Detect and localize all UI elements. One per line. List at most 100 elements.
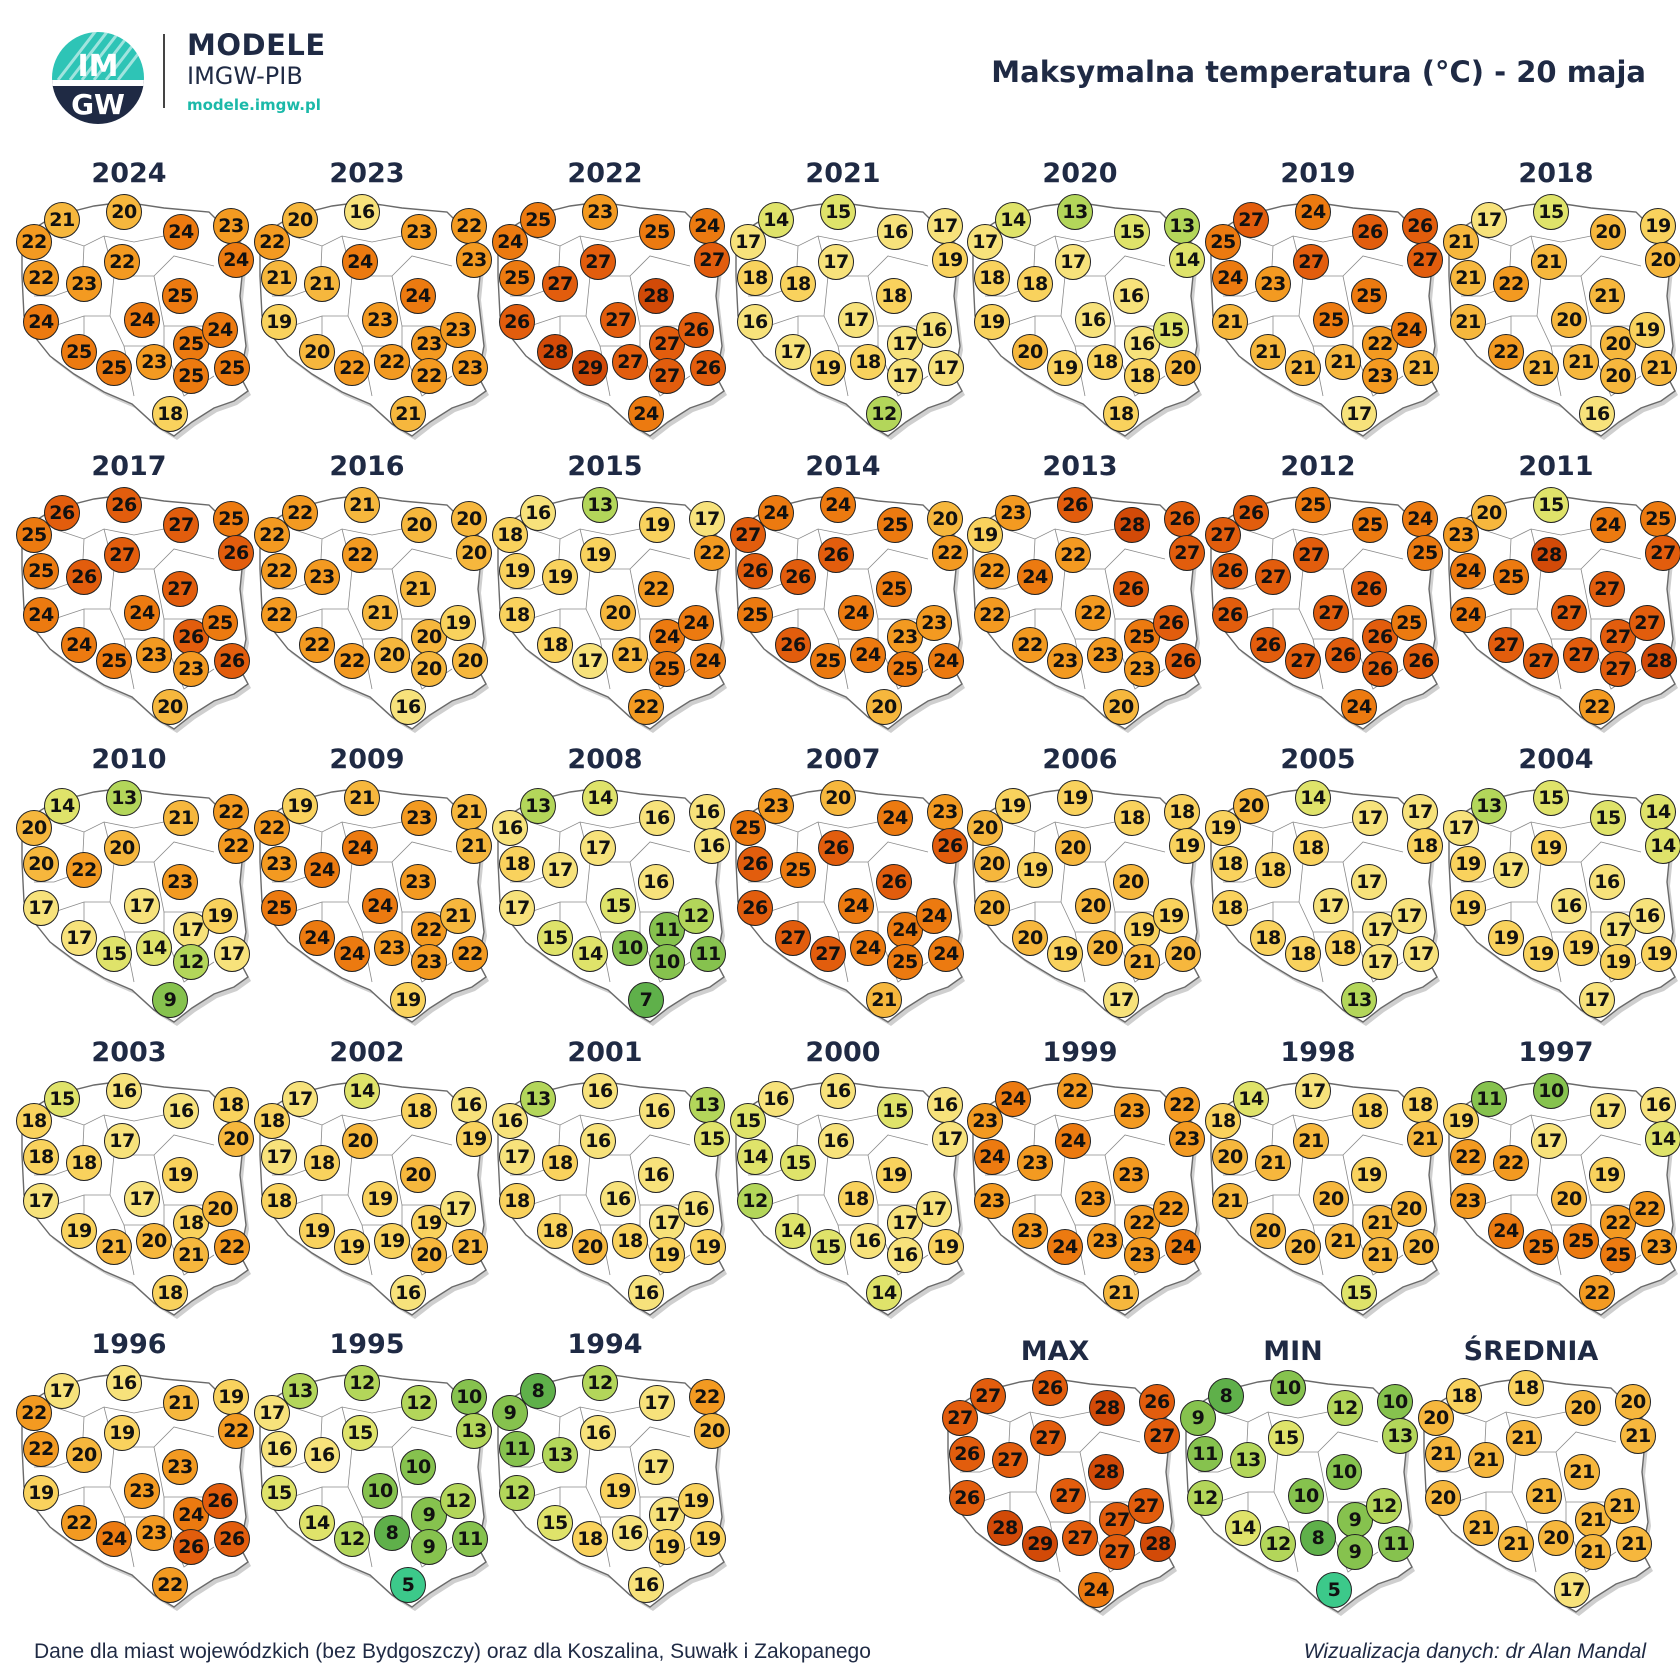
temp-suwałki: 20 [1615,1384,1651,1420]
temp-lublin: 24 [202,312,238,348]
temp-wrocław: 15 [537,1505,573,1541]
temp-opole: 20 [1285,1229,1321,1265]
page-title: Maksymalna temperatura (°C) - 20 maja [991,55,1646,89]
temp-gdańsk: 20 [820,780,856,816]
temp-gorzów-wlkp-: 25 [23,553,59,589]
temp-lublin: 19 [1629,312,1665,348]
temp-gdańsk: 20 [106,194,142,230]
temp-opole: 22 [334,643,370,679]
temp-toruń: 13 [542,1437,578,1473]
region-border [1217,1451,1279,1503]
temp-olsztyn: 24 [877,800,913,836]
temp-zakopane: 16 [390,689,426,725]
temp-warszawa: 17 [1351,864,1387,900]
temp-gorzów-wlkp-: 22 [1450,1139,1486,1175]
temp-katowice: 23 [136,344,172,380]
temp-wrocław: 19 [1488,920,1524,956]
temp-zakopane: 18 [1103,396,1139,432]
temp-koszalin: 23 [995,495,1031,531]
temp-lublin: 26 [1153,605,1189,641]
panel-title: 2015 [567,451,643,482]
temp-katowice: 23 [374,930,410,966]
temp-warszawa: 16 [1113,278,1149,314]
temp-poznań: 27 [1293,244,1329,280]
panel-title: 2000 [805,1037,881,1068]
temp-białystok: 27 [1169,535,1205,571]
temp-olsztyn: 24 [1590,507,1626,543]
temp-lublin: 12 [678,898,714,934]
temp-koszalin: 19 [282,788,318,824]
temp-zakopane: 13 [1341,982,1377,1018]
temp-gorzów-wlkp-: 17 [499,1139,535,1175]
temp-zakopane: 21 [866,982,902,1018]
temp-zielona-góra: 15 [600,888,636,924]
temp-zielona-góra: 18 [838,1181,874,1217]
temp-toruń: 23 [1255,266,1291,302]
panel-title: 2008 [567,744,643,775]
temp-zakopane: 22 [1579,689,1615,725]
panel-title: 2012 [1280,451,1356,482]
temp-katowice: 23 [1087,637,1123,673]
temp-łódź: 19 [1450,890,1486,926]
temp-koszalin: 15 [44,1081,80,1117]
temp-lublin: 22 [1153,1191,1189,1227]
brand-line1: MODELE [187,28,326,62]
temp-lublin: 22 [1629,1191,1665,1227]
temp-białystok: 22 [694,535,730,571]
temp-katowice: 19 [1563,930,1599,966]
temp-białystok: 27 [1645,535,1680,571]
temp-koszalin: 13 [1471,788,1507,824]
temp-warszawa: 19 [1351,1157,1387,1193]
temp-kraków: 21 [1362,1237,1398,1273]
temp-rzeszów: 11 [690,936,726,972]
temp-rzeszów: 24 [690,643,726,679]
temp-gdańsk: 15 [820,194,856,230]
temp-białystok: 22 [218,1413,254,1449]
temp-łódź: 24 [23,304,59,340]
brand-url[interactable]: modele.imgw.pl [187,96,321,114]
temp-rzeszów: 17 [214,936,250,972]
temp-szczecin: 23 [1443,517,1479,553]
temp-zielona-góra: 22 [1075,595,1111,631]
temp-toruń: 23 [66,266,102,302]
temp-łódź: 12 [737,1183,773,1219]
temp-toruń: 21 [1255,1145,1291,1181]
temp-opole: 17 [572,643,608,679]
temp-łódź: 24 [23,597,59,633]
temp-opole: 24 [334,936,370,972]
temp-gorzów-wlkp-: 18 [1212,846,1248,882]
temp-zielona-góra: 16 [1075,302,1111,338]
temp-olsztyn: 23 [401,800,437,836]
temp-wrocław: 26 [775,627,811,663]
temp-lublin: 21 [440,898,476,934]
temp-łódź: 25 [261,890,297,926]
temp-katowice: 23 [136,1515,172,1551]
temp-olsztyn: 16 [877,214,913,250]
temp-gdańsk: 23 [582,194,618,230]
temp-koszalin: 13 [520,1081,556,1117]
temp-kraków: 21 [1124,944,1160,980]
temp-gorzów-wlkp-: 18 [974,260,1010,296]
temp-toruń: 23 [304,559,340,595]
temp-zakopane: 18 [152,396,188,432]
panel-title: 2003 [91,1037,167,1068]
temp-zakopane: 24 [628,396,664,432]
temp-suwałki: 21 [451,794,487,830]
temp-białystok: 23 [456,242,492,278]
temp-suwałki: 26 [1164,501,1200,537]
map-panel-2013: 2013 23 26 28 26 19 27 22 24 22 26 22 22 25 26 22 23 23 23… [965,451,1205,733]
temp-zakopane: 15 [1341,1275,1377,1311]
temp-warszawa: 10 [400,1449,436,1485]
temp-gdańsk: 12 [582,1365,618,1401]
temp-białystok: 26 [932,828,968,864]
temp-koszalin: 14 [995,202,1031,238]
temp-zielona-góra: 17 [1313,888,1349,924]
temp-szczecin: 16 [492,1103,528,1139]
map-panel-2005: 2005 20 14 17 17 19 18 18 18 18 17 18 17 17 17 18 18 18 17… [1203,744,1443,1026]
temp-poznań: 20 [104,830,140,866]
map-panel-2014: 2014 24 24 25 20 27 22 26 26 26 25 25 24 23 23 26 25 24 25… [728,451,968,733]
temp-zakopane: 12 [866,396,902,432]
temp-opole: 24 [96,1521,132,1557]
temp-koszalin: 19 [995,788,1031,824]
temp-warszawa: 10 [1326,1454,1362,1490]
